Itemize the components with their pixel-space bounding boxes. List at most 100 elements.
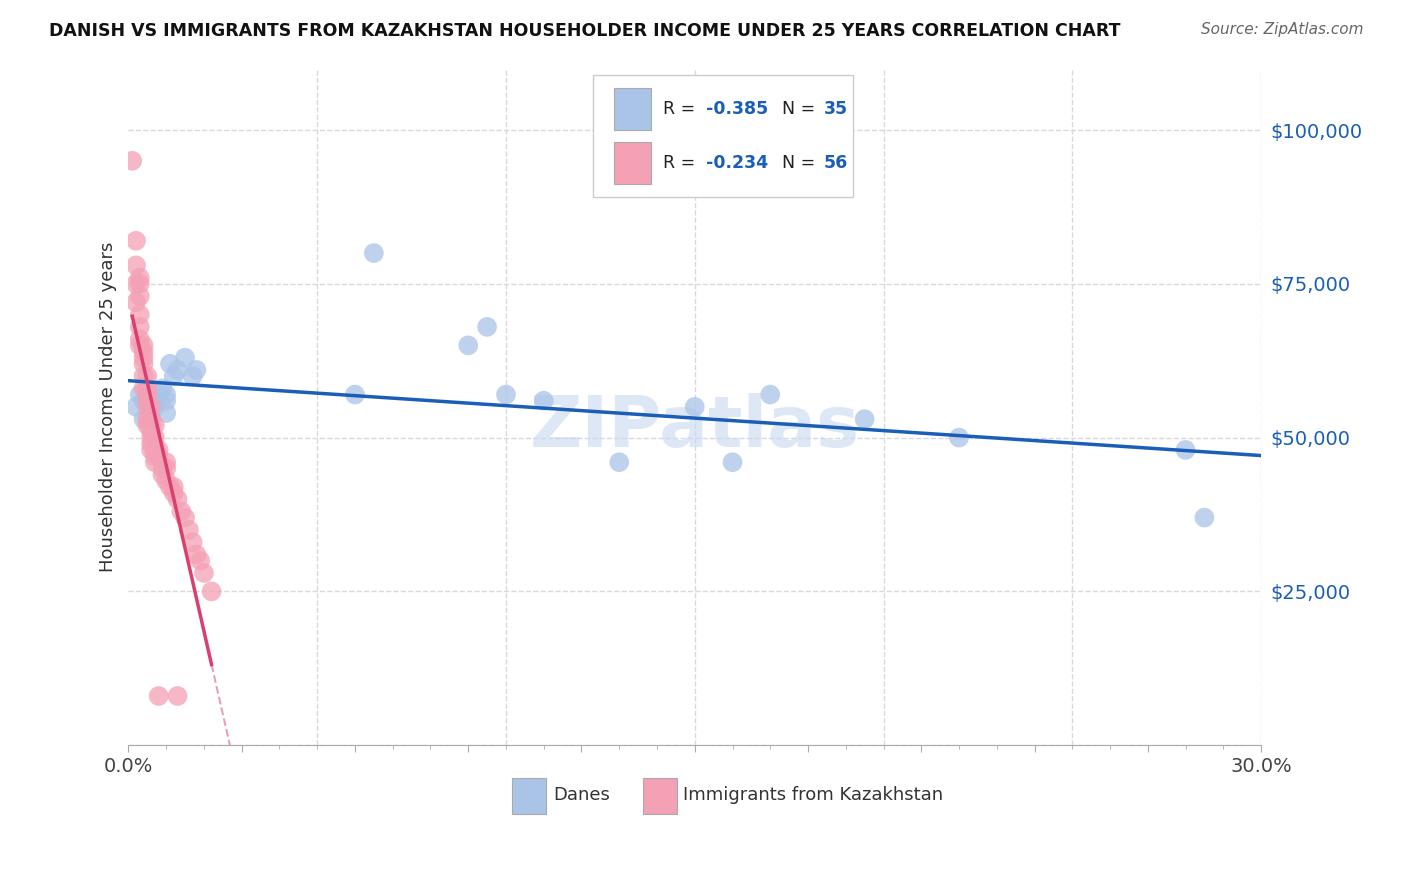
Point — [148, 449, 170, 463]
Point — [163, 486, 186, 500]
Point — [139, 393, 162, 408]
Point — [128, 338, 150, 352]
Point — [181, 535, 204, 549]
Point — [139, 436, 162, 450]
Point — [125, 400, 148, 414]
Point — [143, 442, 166, 457]
Point — [136, 369, 159, 384]
Text: -0.385: -0.385 — [706, 100, 768, 118]
Point — [186, 548, 208, 562]
Text: N =: N = — [770, 100, 820, 118]
Point — [128, 332, 150, 346]
Point — [132, 412, 155, 426]
Point — [136, 418, 159, 433]
Text: 35: 35 — [824, 100, 848, 118]
Point — [343, 387, 366, 401]
Y-axis label: Householder Income Under 25 years: Householder Income Under 25 years — [100, 242, 117, 572]
Point — [152, 381, 174, 395]
Point — [125, 258, 148, 272]
Point — [152, 467, 174, 482]
Point — [136, 387, 159, 401]
Point — [139, 418, 162, 433]
Point — [159, 480, 181, 494]
Point — [533, 393, 555, 408]
Point — [136, 400, 159, 414]
Point — [136, 412, 159, 426]
Point — [136, 387, 159, 401]
Point — [132, 344, 155, 359]
Point — [200, 584, 222, 599]
Point — [139, 412, 162, 426]
Point — [143, 455, 166, 469]
Point — [174, 510, 197, 524]
Point — [132, 369, 155, 384]
FancyBboxPatch shape — [593, 75, 853, 197]
Point — [132, 357, 155, 371]
Point — [181, 369, 204, 384]
Point — [166, 363, 188, 377]
Point — [136, 381, 159, 395]
Point — [128, 319, 150, 334]
Point — [155, 474, 177, 488]
FancyBboxPatch shape — [643, 779, 676, 814]
FancyBboxPatch shape — [614, 143, 651, 185]
Text: R =: R = — [664, 100, 700, 118]
Point — [132, 351, 155, 365]
Point — [607, 455, 630, 469]
Point — [853, 412, 876, 426]
Point — [174, 351, 197, 365]
Point — [139, 431, 162, 445]
Point — [136, 393, 159, 408]
Point — [457, 338, 479, 352]
Point — [148, 387, 170, 401]
Point — [148, 442, 170, 457]
Point — [143, 431, 166, 445]
Point — [166, 492, 188, 507]
Point — [128, 387, 150, 401]
Text: -0.234: -0.234 — [706, 154, 768, 172]
Text: ZIPatlas: ZIPatlas — [530, 392, 860, 462]
Point — [143, 418, 166, 433]
Point — [143, 449, 166, 463]
Point — [170, 504, 193, 518]
Point — [163, 369, 186, 384]
Text: Source: ZipAtlas.com: Source: ZipAtlas.com — [1201, 22, 1364, 37]
Point — [155, 393, 177, 408]
Point — [155, 406, 177, 420]
Point — [136, 381, 159, 395]
Point — [155, 461, 177, 475]
Point — [475, 319, 498, 334]
Text: DANISH VS IMMIGRANTS FROM KAZAKHSTAN HOUSEHOLDER INCOME UNDER 25 YEARS CORRELATI: DANISH VS IMMIGRANTS FROM KAZAKHSTAN HOU… — [49, 22, 1121, 40]
Point — [132, 381, 155, 395]
Point — [128, 270, 150, 285]
Point — [125, 234, 148, 248]
Point — [155, 387, 177, 401]
Point — [132, 338, 155, 352]
Point — [683, 400, 706, 414]
Point — [1194, 510, 1216, 524]
Point — [139, 406, 162, 420]
Point — [495, 387, 517, 401]
Point — [188, 554, 211, 568]
Point — [152, 461, 174, 475]
Point — [128, 308, 150, 322]
Point — [948, 431, 970, 445]
Text: Danes: Danes — [553, 786, 610, 804]
Point — [121, 153, 143, 168]
Point — [177, 523, 200, 537]
FancyBboxPatch shape — [614, 88, 651, 130]
Point — [166, 689, 188, 703]
Point — [139, 425, 162, 439]
Point — [125, 295, 148, 310]
Point — [139, 400, 162, 414]
Point — [759, 387, 782, 401]
Point — [148, 689, 170, 703]
Point — [186, 363, 208, 377]
Point — [159, 357, 181, 371]
Point — [139, 442, 162, 457]
Text: Immigrants from Kazakhstan: Immigrants from Kazakhstan — [683, 786, 943, 804]
Point — [1174, 442, 1197, 457]
Point — [125, 277, 148, 291]
FancyBboxPatch shape — [512, 779, 547, 814]
Point — [143, 400, 166, 414]
